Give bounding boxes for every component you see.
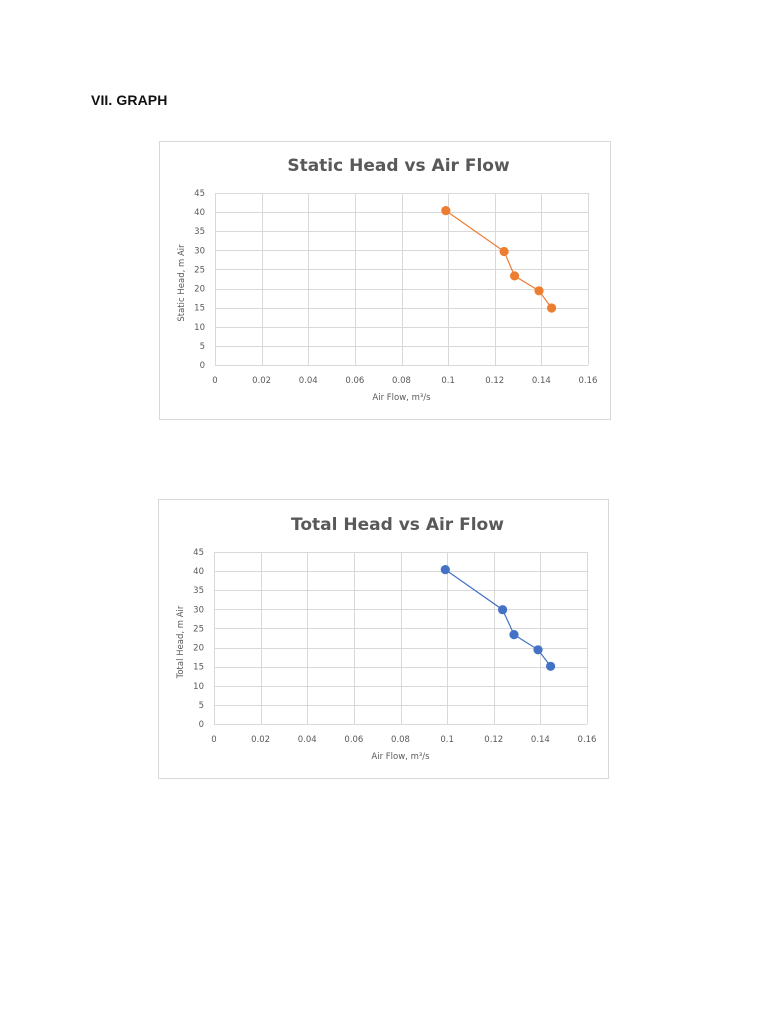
y-tick-label: 30 (193, 605, 204, 615)
static-head-chart: Static Head vs Air Flow 0 5 10 15 20 25 30 35 40… (159, 141, 611, 420)
data-point-marker (499, 246, 509, 257)
data-point-marker (441, 205, 451, 216)
data-point-marker (498, 605, 508, 615)
y-tick-label: 35 (194, 227, 205, 237)
plot-grid (214, 552, 588, 725)
x-tick-label: 0.1 (441, 376, 455, 386)
y-tick-label: 0 (199, 720, 204, 730)
x-tick-label: 0.08 (391, 735, 410, 745)
data-point-marker (440, 564, 450, 575)
y-tick-label: 15 (193, 663, 204, 673)
x-axis-title: Air Flow, m³/s (371, 752, 430, 762)
x-tick-label: 0 (211, 735, 216, 745)
y-tick-label: 35 (193, 586, 204, 596)
y-tick-label: 5 (199, 701, 204, 711)
plot-grid (215, 193, 589, 366)
section-heading: VII. GRAPH (91, 92, 168, 108)
data-series-static-head (441, 205, 557, 313)
x-tick-label: 0.04 (299, 376, 318, 386)
y-tick-label: 45 (194, 189, 205, 199)
x-tick-label: 0.08 (392, 376, 411, 386)
static-head-chart-svg: Static Head vs Air Flow 0 5 10 15 20 25 30 35 40… (177, 156, 597, 403)
x-axis-title: Air Flow, m³/s (372, 393, 431, 403)
data-point-marker (509, 630, 519, 640)
chart-title: Total Head vs Air Flow (291, 515, 504, 535)
x-tick-label: 0.16 (579, 376, 598, 386)
y-axis-title: Total Head, m Air (176, 605, 186, 679)
y-axis-ticks: 0 5 10 15 20 25 30 35 40 45 (193, 548, 204, 730)
data-point-marker (547, 303, 557, 313)
x-tick-label: 0.12 (484, 735, 503, 745)
y-tick-label: 45 (193, 548, 204, 558)
x-tick-label: 0.04 (298, 735, 317, 745)
y-tick-label: 25 (193, 624, 204, 634)
y-tick-label: 10 (193, 682, 204, 692)
y-tick-label: 0 (200, 361, 205, 371)
data-point-marker (534, 286, 544, 296)
x-tick-label: 0.16 (578, 735, 597, 745)
data-point-marker (533, 645, 543, 655)
y-axis-ticks: 0 5 10 15 20 25 30 35 40 45 (194, 189, 205, 371)
y-tick-label: 20 (193, 644, 204, 654)
x-tick-label: 0.06 (344, 735, 363, 745)
x-tick-label: 0.06 (345, 376, 364, 386)
y-tick-label: 5 (200, 342, 205, 352)
total-head-chart: Total Head vs Air Flow 0 5 10 15 20 25 30 35 40 4… (158, 499, 609, 779)
y-tick-label: 20 (194, 285, 205, 295)
total-head-chart-svg: Total Head vs Air Flow 0 5 10 15 20 25 30 35 40 4… (176, 515, 596, 762)
x-axis-ticks: 0 0.02 0.04 0.06 0.08 0.1 0.12 0.14 0.16 (212, 376, 597, 386)
chart-title: Static Head vs Air Flow (287, 156, 510, 176)
data-series-total-head (440, 564, 556, 671)
x-tick-label: 0.14 (531, 735, 550, 745)
x-axis-ticks: 0 0.02 0.04 0.06 0.08 0.1 0.12 0.14 0.16 (211, 735, 596, 745)
x-tick-label: 0 (212, 376, 217, 386)
y-axis-title: Static Head, m Air (177, 244, 187, 322)
y-tick-label: 40 (193, 567, 204, 577)
data-point-marker (510, 271, 520, 281)
y-tick-label: 15 (194, 304, 205, 314)
y-tick-label: 30 (194, 246, 205, 256)
y-tick-label: 40 (194, 208, 205, 218)
y-tick-label: 10 (194, 323, 205, 333)
x-tick-label: 0.14 (532, 376, 551, 386)
x-tick-label: 0.02 (251, 735, 270, 745)
x-tick-label: 0.12 (485, 376, 504, 386)
data-point-marker (546, 661, 556, 671)
x-tick-label: 0.1 (440, 735, 454, 745)
y-tick-label: 25 (194, 265, 205, 275)
x-tick-label: 0.02 (252, 376, 271, 386)
